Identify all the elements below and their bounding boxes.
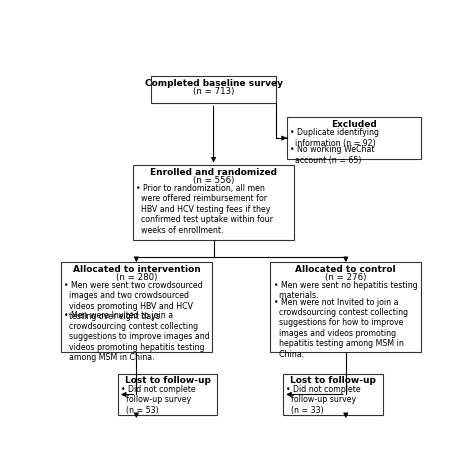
- Text: • Men were Invited to join a
  crowdsourcing contest collecting
  suggestions to: • Men were Invited to join a crowdsourci…: [64, 311, 210, 362]
- Text: (n = 276): (n = 276): [325, 273, 366, 282]
- Text: (n = 556): (n = 556): [193, 176, 234, 185]
- Text: • Men were sent no hepatitis testing
  materials.: • Men were sent no hepatitis testing mat…: [273, 281, 417, 300]
- FancyBboxPatch shape: [61, 262, 212, 352]
- Text: Enrolled and randomized: Enrolled and randomized: [150, 168, 277, 177]
- Text: • Did not complete
  follow-up survey
  (n = 33): • Did not complete follow-up survey (n =…: [286, 385, 361, 415]
- FancyBboxPatch shape: [118, 374, 217, 416]
- Text: • Duplicate identifying
  information (n = 92): • Duplicate identifying information (n =…: [290, 128, 379, 148]
- FancyBboxPatch shape: [287, 117, 421, 159]
- Text: • Did not complete
  follow-up survey
  (n = 53): • Did not complete follow-up survey (n =…: [121, 385, 196, 415]
- Text: Excluded: Excluded: [331, 119, 377, 128]
- Text: Lost to follow-up: Lost to follow-up: [290, 376, 376, 385]
- Text: • Men were not Invited to join a
  crowdsourcing contest collecting
  suggestion: • Men were not Invited to join a crowdso…: [273, 298, 408, 359]
- Text: Allocated to control: Allocated to control: [295, 265, 396, 274]
- Text: • No working WeChat
  account (n = 65): • No working WeChat account (n = 65): [290, 145, 374, 164]
- Text: (n = 713): (n = 713): [193, 87, 234, 96]
- Text: Completed baseline survey: Completed baseline survey: [145, 79, 283, 88]
- Text: (n = 280): (n = 280): [116, 273, 157, 282]
- Text: Allocated to intervention: Allocated to intervention: [73, 265, 201, 274]
- FancyBboxPatch shape: [283, 374, 383, 416]
- FancyBboxPatch shape: [271, 262, 421, 352]
- Text: • Men were sent two crowdsourced
  images and two crowdsourced
  videos promotin: • Men were sent two crowdsourced images …: [64, 281, 203, 321]
- Text: Lost to follow-up: Lost to follow-up: [125, 376, 210, 385]
- FancyBboxPatch shape: [151, 76, 276, 103]
- Text: • Prior to randomization, all men
  were offered reimbursement for
  HBV and HCV: • Prior to randomization, all men were o…: [136, 184, 273, 235]
- FancyBboxPatch shape: [133, 165, 294, 240]
